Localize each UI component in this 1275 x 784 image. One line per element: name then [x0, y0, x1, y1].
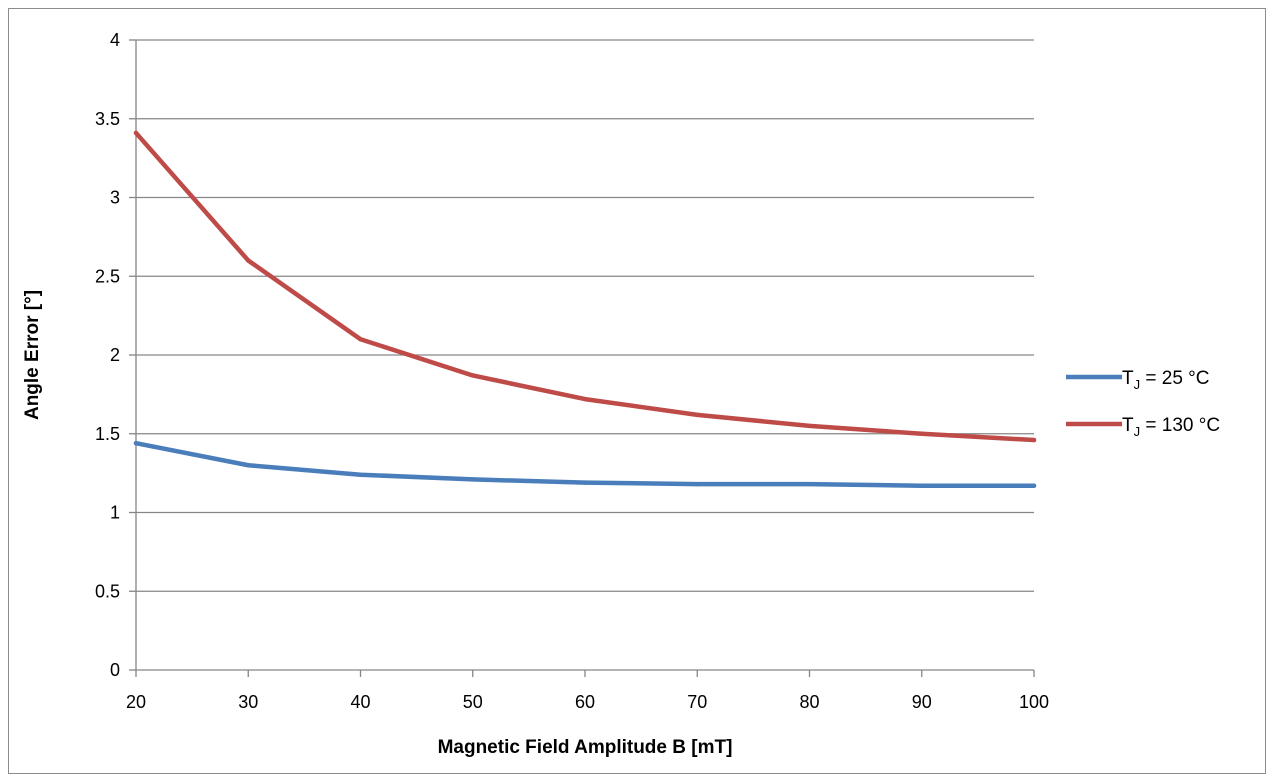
data-point: [133, 130, 139, 136]
data-point: [807, 423, 812, 429]
data-point: [807, 481, 812, 487]
series-line-1: [133, 440, 1037, 488]
legend-label: TJ = 130 °C: [1122, 415, 1220, 439]
data-point: [695, 481, 700, 487]
y-tick-label: 1.5: [95, 424, 120, 444]
x-tick-label: 40: [350, 692, 370, 712]
data-point: [358, 337, 363, 342]
gridlines: [136, 39, 1034, 592]
data-point: [582, 396, 588, 402]
legend-label: TJ = 25 °C: [1122, 368, 1210, 392]
y-tick-label: 2.5: [95, 266, 120, 286]
x-tick-label: 30: [238, 692, 258, 712]
data-point: [246, 463, 251, 468]
y-tick-label: 4: [110, 30, 120, 50]
x-tick-label: 20: [126, 692, 146, 712]
data-point: [919, 483, 924, 488]
y-tick-label: 0.5: [95, 581, 120, 601]
data-point: [582, 480, 588, 485]
data-point: [919, 431, 924, 436]
y-tick-label: 3.5: [95, 109, 120, 129]
y-axis-ticks: 0 0.5 1 1.5 2 2.5 3 3.5 4: [95, 30, 136, 680]
x-tick-label: 80: [799, 692, 819, 712]
x-tick-label: 50: [463, 692, 483, 712]
series-line-2: [133, 130, 1037, 443]
data-point: [470, 373, 475, 378]
y-tick-label: 0: [110, 660, 120, 680]
x-axis-title: Magnetic Field Amplitude B [mT]: [438, 737, 733, 758]
x-tick-label: 70: [687, 692, 707, 712]
series-lines: [133, 130, 1037, 488]
data-point: [1031, 483, 1037, 488]
data-point: [695, 412, 700, 418]
y-axis-title: Angle Error [°]: [22, 290, 43, 420]
data-point: [133, 441, 139, 446]
chart-frame: [8, 8, 1266, 774]
legend-item-1: TJ = 25 °C: [1066, 368, 1210, 392]
y-tick-label: 1: [110, 503, 120, 523]
x-tick-label: 100: [1019, 692, 1049, 712]
y-tick-label: 2: [110, 345, 120, 365]
x-axis-ticks: 20 30 40 50 60 70 80 90 100: [126, 670, 1049, 712]
x-tick-label: 90: [912, 692, 932, 712]
y-tick-label: 3: [110, 188, 120, 208]
data-point: [246, 258, 251, 263]
legend-item-2: TJ = 130 °C: [1066, 415, 1220, 439]
x-tick-label: 60: [575, 692, 595, 712]
legend: TJ = 25 °C TJ = 130 °C: [1066, 368, 1220, 439]
data-point: [470, 477, 475, 482]
data-point: [358, 472, 363, 477]
data-point: [1031, 437, 1037, 443]
